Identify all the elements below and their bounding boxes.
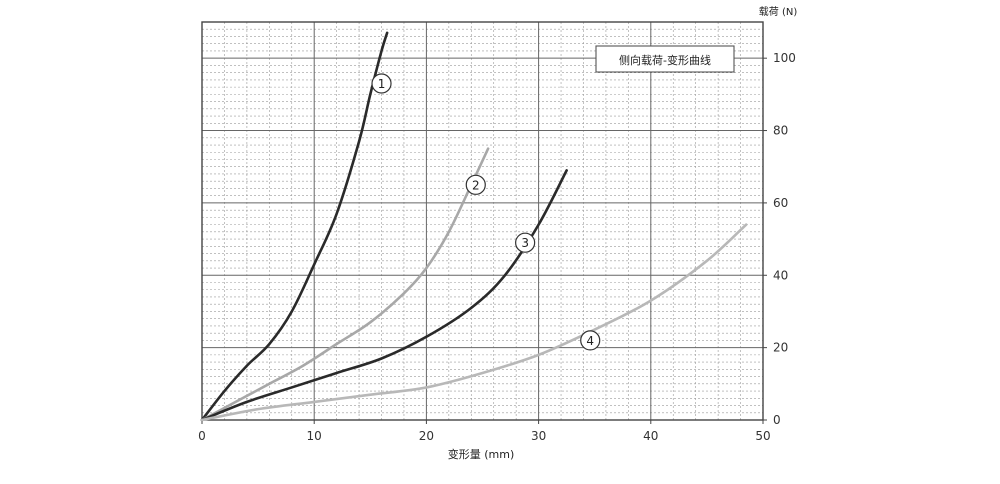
legend-box (595, 45, 735, 73)
x-tick-label: 10 (307, 429, 322, 443)
plot-frame (201, 21, 764, 421)
series-marker-label-4: 4 (586, 334, 594, 348)
y-tick-label: 60 (773, 196, 788, 210)
y-tick-label: 100 (773, 51, 796, 65)
x-tick-label: 20 (419, 429, 434, 443)
x-tick-label: 0 (198, 429, 206, 443)
series-marker-circle-1 (371, 73, 392, 94)
x-tick-label: 50 (755, 429, 770, 443)
chart-title: 侧向载荷-变形曲线 (619, 53, 711, 67)
series-marker-label-3: 3 (521, 236, 529, 250)
series-marker-circle-4 (580, 330, 601, 351)
series-marker-label-2: 2 (472, 178, 480, 192)
y-tick-label: 20 (773, 341, 788, 355)
grid (202, 22, 763, 420)
y-tick-label: 80 (773, 124, 788, 138)
y-tick-label: 40 (773, 268, 788, 282)
y-tick-label: 0 (773, 413, 781, 427)
series-marker-label-1: 1 (378, 77, 386, 91)
series-marker-circle-2 (465, 174, 486, 195)
x-tick-label: 40 (643, 429, 658, 443)
series-marker-circle-3 (515, 232, 536, 253)
x-tick-label: 30 (531, 429, 546, 443)
plot-background (202, 22, 763, 420)
series-markers: 1 2 3 4 (371, 73, 601, 351)
series-line-2 (200, 147, 490, 422)
y-axis-label: 载荷 (N) (759, 6, 798, 18)
x-axis-label: 变形量 (mm) (448, 447, 515, 461)
series-line-4 (200, 223, 748, 422)
legend: 侧向载荷-变形曲线 (595, 45, 735, 73)
